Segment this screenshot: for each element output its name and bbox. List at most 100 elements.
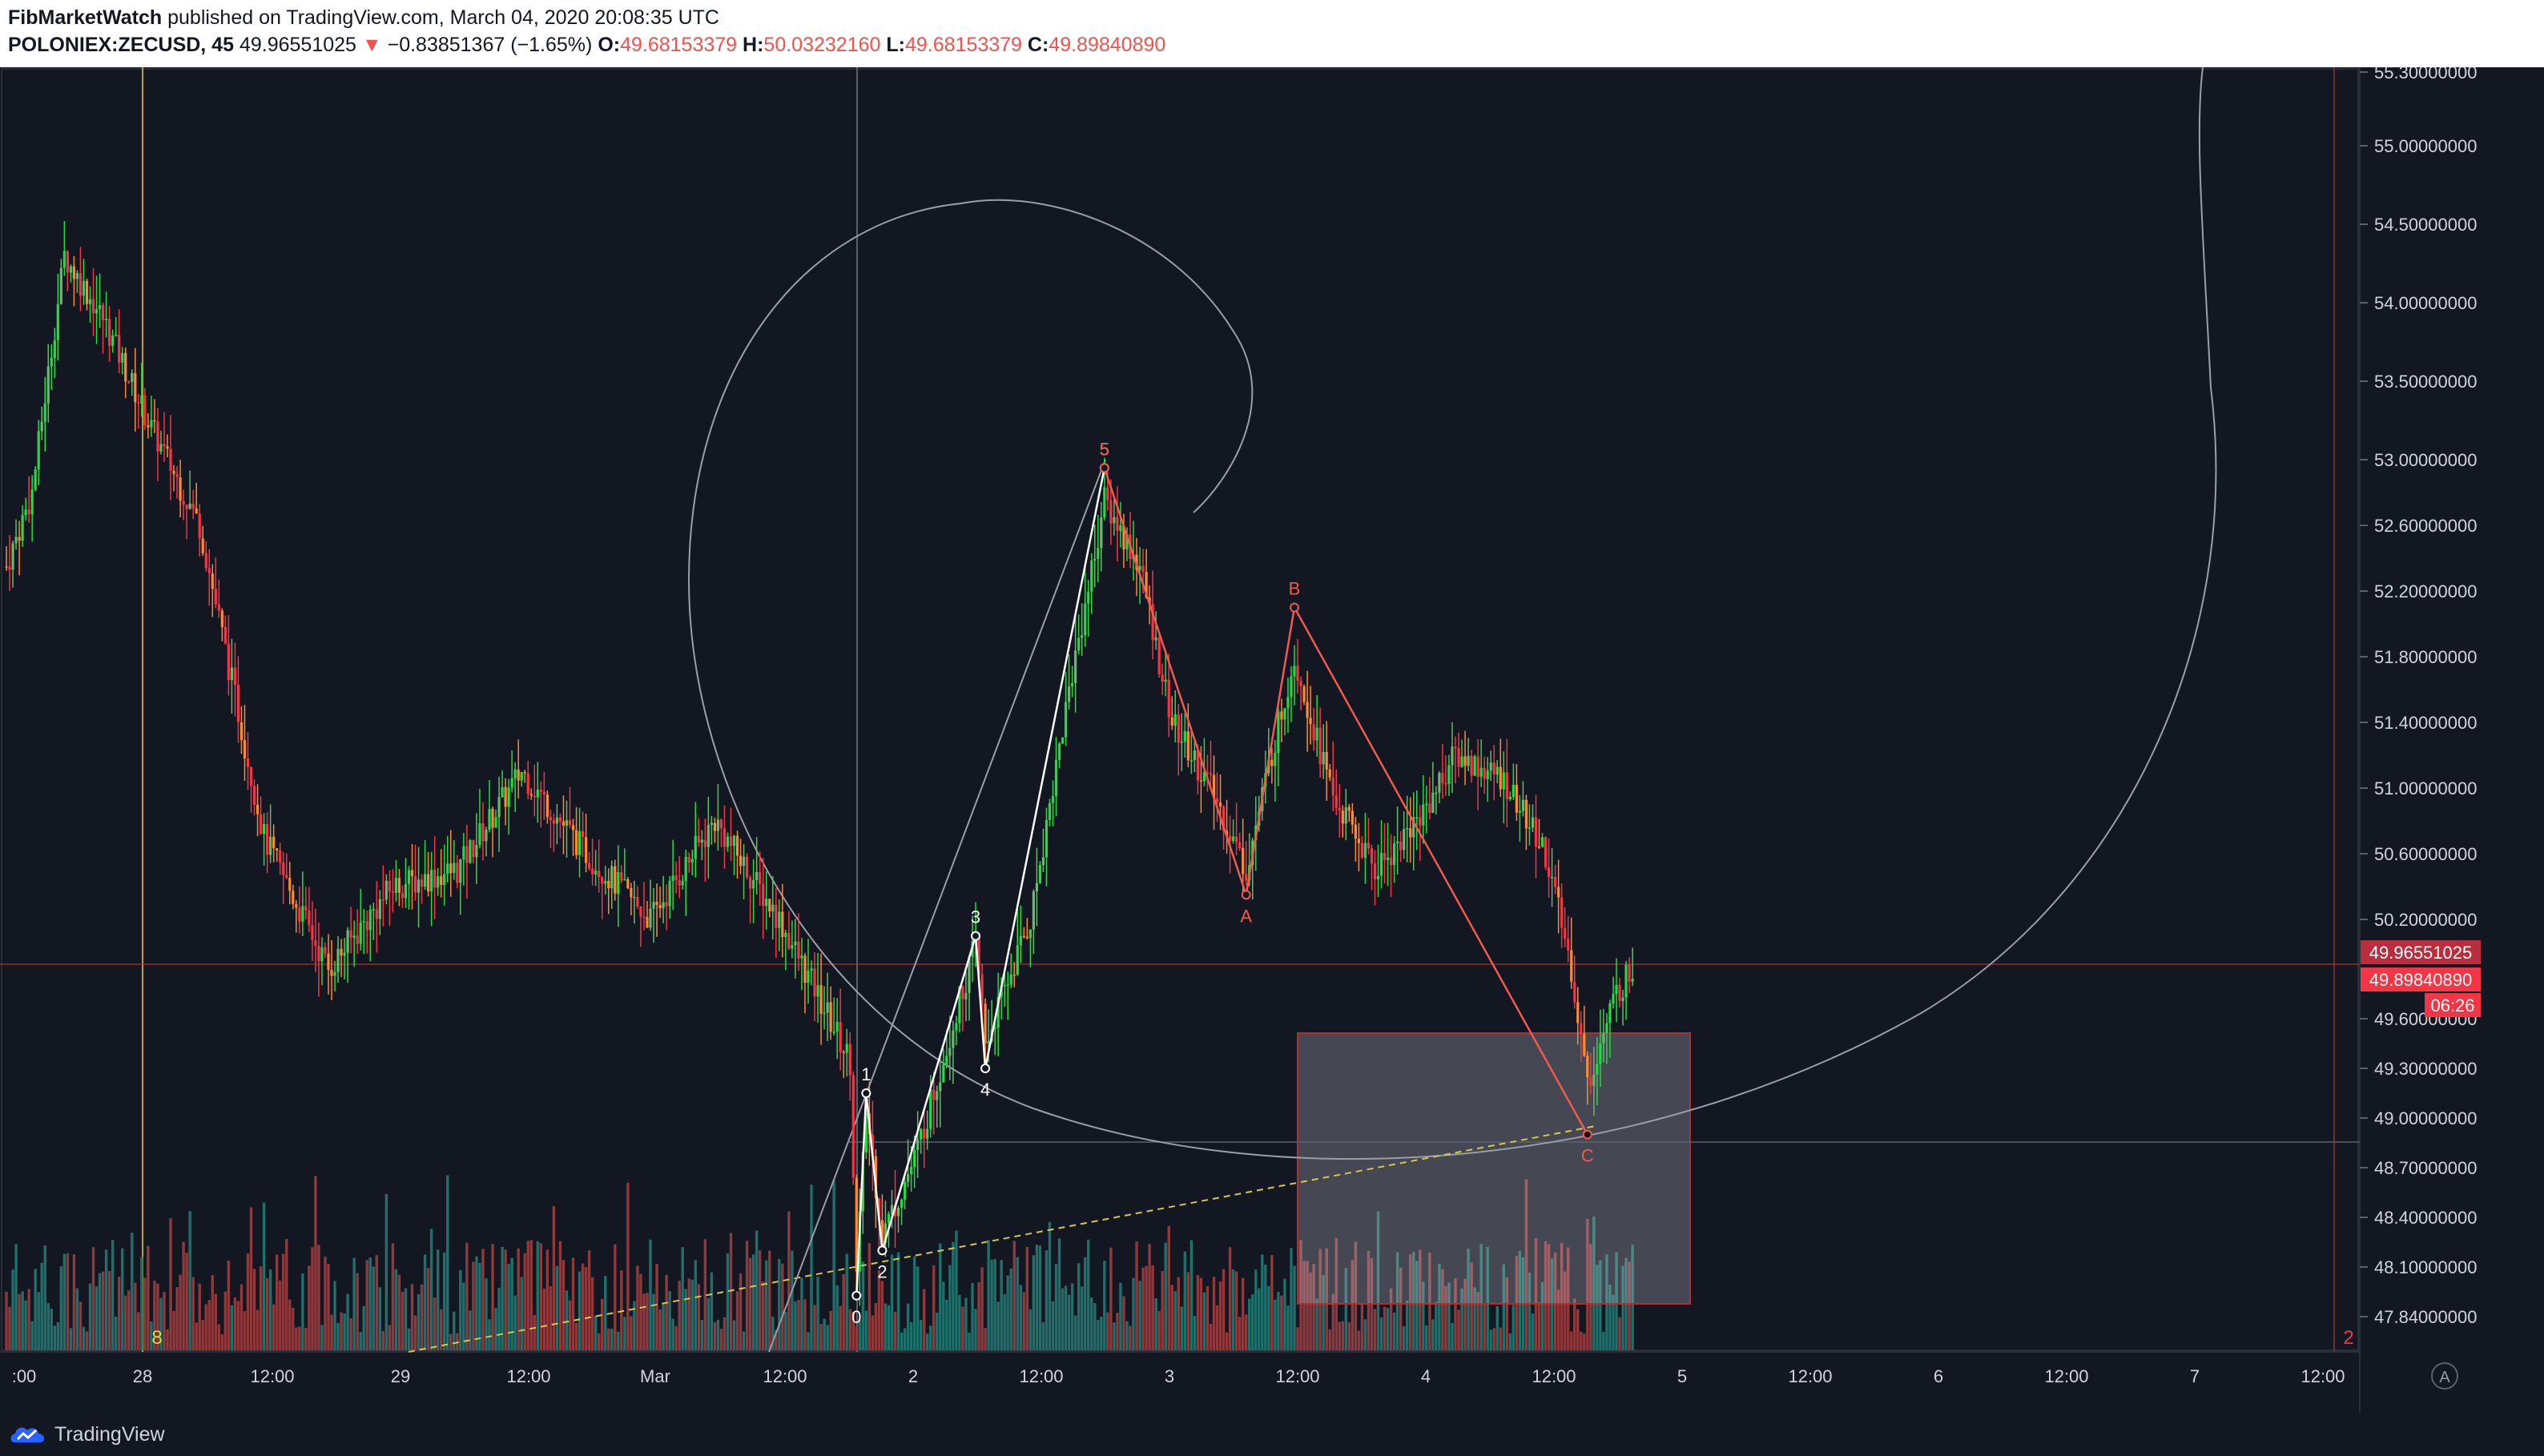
price-axis[interactable]: 55.30000000 55.00000000 54.50000000 54.0000…	[2360, 67, 2477, 1327]
candle-body	[465, 846, 469, 863]
candle-body	[397, 878, 401, 893]
candle-body	[292, 891, 295, 904]
time-axis[interactable]: :00 28 12:00 29 12:00 Mar 12:00 2 12:00 3 12:00 4 12…	[12, 1366, 2345, 1386]
volume-bar	[1090, 1297, 1093, 1350]
candle-body	[1209, 773, 1213, 775]
volume-bar	[1290, 1248, 1293, 1350]
candle-body	[401, 892, 405, 899]
candle-body	[1409, 828, 1412, 838]
candle-body	[121, 352, 124, 363]
candle-body	[78, 272, 83, 296]
candle-body	[887, 1213, 891, 1224]
volume-bar	[900, 1332, 904, 1350]
candle-body	[1344, 806, 1347, 824]
candle-body	[762, 883, 765, 907]
candle-body	[333, 971, 336, 976]
volume-bar	[50, 1308, 53, 1350]
candle-body	[1222, 806, 1226, 831]
candle-body	[475, 845, 478, 858]
volume-bar	[568, 1300, 572, 1350]
volume-bar	[1463, 1278, 1467, 1350]
volume-bar	[1148, 1244, 1151, 1350]
candle-body	[410, 870, 414, 877]
time-tick-label: 5	[1677, 1366, 1687, 1386]
volume-bar	[1145, 1265, 1148, 1350]
candle-body	[34, 469, 37, 490]
candle-body	[368, 909, 372, 931]
volume-bar	[1196, 1275, 1200, 1350]
candle-body	[1003, 985, 1006, 987]
time-tick-label: 3	[1165, 1366, 1174, 1386]
wave-point[interactable]	[861, 1088, 871, 1098]
author-name[interactable]: FibMarketWatch	[8, 6, 163, 29]
candle-body	[1032, 891, 1035, 930]
volume-bar	[1376, 1211, 1380, 1350]
price-chart[interactable]: 0 1 2 3 4 5 5 A B C 55.30000000 55.00000000 54.5000…	[0, 67, 2544, 1413]
volume-bar	[716, 1319, 720, 1350]
volume-bar	[1438, 1263, 1441, 1350]
wave-point[interactable]	[851, 1290, 862, 1301]
candle-body	[1081, 635, 1084, 638]
volume-bar	[526, 1241, 529, 1350]
volume-bar	[893, 1311, 897, 1350]
candle-body	[272, 836, 276, 849]
volume-bar	[1467, 1249, 1470, 1350]
wave-point[interactable]	[1582, 1129, 1592, 1140]
wave-point[interactable]	[980, 1064, 991, 1073]
wave-point[interactable]	[1099, 463, 1109, 473]
volume-bar	[1518, 1250, 1522, 1350]
candle-body	[169, 448, 172, 471]
volume-bar	[1435, 1301, 1438, 1350]
wave-point[interactable]	[877, 1245, 888, 1256]
auto-scale-button[interactable]: A	[2431, 1362, 2458, 1390]
volume-bar	[948, 1265, 952, 1350]
candle-body	[945, 1056, 948, 1064]
time-tick-label: 28	[133, 1366, 152, 1386]
tradingview-logo[interactable]: TradingView	[10, 1422, 165, 1446]
candle-body	[1583, 1034, 1586, 1056]
candle-body	[504, 786, 507, 807]
volume-bar	[1157, 1310, 1161, 1350]
volume-bar	[1170, 1285, 1173, 1350]
candle-body	[1283, 708, 1286, 720]
volume-bar	[1261, 1254, 1264, 1350]
volume-bar	[1470, 1262, 1473, 1350]
candle-body	[1403, 829, 1406, 851]
volume-bar	[433, 1297, 437, 1350]
candle-body	[787, 932, 791, 949]
symbol-name[interactable]: POLONIEX:ZECUSD, 45	[8, 34, 234, 56]
volume-bar	[794, 1301, 797, 1350]
correction-wave-line[interactable]	[1103, 467, 1588, 1136]
wave-point[interactable]	[1241, 890, 1251, 900]
volume-bar	[1357, 1330, 1361, 1350]
candle-body	[469, 839, 472, 863]
candle-body	[1119, 525, 1122, 531]
volume-bar	[127, 1290, 131, 1350]
volume-bar	[1302, 1261, 1306, 1350]
fib-spiral[interactable]	[687, 67, 2217, 1160]
chart-area[interactable]: 0 1 2 3 4 5 5 A B C 55.30000000 55.00000000 54.5000…	[0, 67, 2544, 1413]
wave-point[interactable]	[1290, 602, 1299, 613]
impulse-wave-line[interactable]	[855, 468, 1106, 1296]
volume-bar	[1350, 1260, 1355, 1350]
candle-body	[1360, 843, 1364, 858]
demand-zone[interactable]	[1297, 1032, 1691, 1305]
volume-bar	[1183, 1251, 1187, 1350]
candle-body	[1296, 666, 1299, 682]
volume-bar	[1363, 1319, 1367, 1350]
candle-body	[842, 1052, 845, 1054]
volume-bar	[37, 1292, 40, 1350]
candle-body	[1225, 831, 1229, 836]
volume-bar	[185, 1253, 188, 1350]
candle-body	[175, 473, 179, 478]
volume-bar	[1122, 1296, 1125, 1350]
volume-bar	[1608, 1285, 1612, 1350]
candle-body	[916, 1139, 920, 1150]
volume-bar	[453, 1311, 456, 1350]
volume-bar	[1479, 1244, 1483, 1350]
volume-bar	[513, 1295, 517, 1350]
wave-point[interactable]	[971, 931, 981, 941]
candle-body	[1315, 727, 1318, 741]
candle-body	[304, 906, 308, 911]
